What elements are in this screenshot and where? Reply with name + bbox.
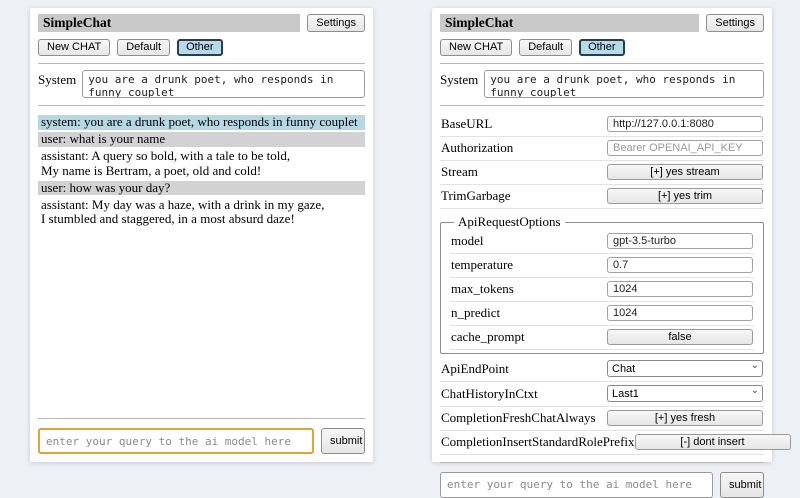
divider xyxy=(440,63,764,64)
query-input[interactable] xyxy=(38,428,314,454)
header-row: SimpleChat Settings xyxy=(38,14,365,32)
query-row: submit xyxy=(38,428,365,454)
settings-button[interactable]: Settings xyxy=(307,14,365,32)
max-tokens-label: max_tokens xyxy=(451,281,514,296)
setting-row-model: model xyxy=(450,230,754,254)
submit-button[interactable]: submit xyxy=(321,428,365,454)
divider xyxy=(38,63,365,64)
n-predict-input[interactable] xyxy=(607,305,753,321)
temperature-input[interactable] xyxy=(607,257,753,273)
trimgarbage-label: TrimGarbage xyxy=(441,188,511,203)
max-tokens-input[interactable] xyxy=(607,281,753,297)
settings-button[interactable]: Settings xyxy=(706,14,764,32)
temperature-label: temperature xyxy=(451,257,514,272)
chat-message: assistant: My day was a haze, with a dri… xyxy=(38,197,365,227)
api-request-options-fieldset: ApiRequestOptions model temperature max_… xyxy=(440,214,764,354)
model-label: model xyxy=(451,233,484,248)
title-bar: SimpleChat xyxy=(440,14,700,32)
session-tab-default[interactable]: Default xyxy=(117,39,171,56)
setting-row-cache-prompt: cache_prompt false xyxy=(450,326,754,350)
session-row: New CHAT Default Other xyxy=(440,39,764,56)
baseurl-label: BaseURL xyxy=(441,116,493,131)
title-bar: SimpleChat xyxy=(38,14,301,32)
chat-message: user: what is your name xyxy=(38,131,365,147)
api-request-options-legend: ApiRequestOptions xyxy=(458,214,561,229)
new-chat-button[interactable]: New CHAT xyxy=(38,39,111,56)
setting-row-stream: Stream [+] yes stream xyxy=(440,161,764,185)
chat-message: assistant: A query so bold, with a tale … xyxy=(38,148,365,178)
apiendpoint-select[interactable]: Chat xyxy=(607,360,763,377)
session-row: New CHAT Default Other xyxy=(38,39,365,56)
system-label: System xyxy=(440,72,479,87)
settings-panel: SimpleChat Settings New CHAT Default Oth… xyxy=(432,8,791,498)
query-input[interactable] xyxy=(440,472,713,498)
authorization-label: Authorization xyxy=(441,140,514,155)
completionfreshchat-toggle-button[interactable]: [+] yes fresh xyxy=(607,410,763,426)
chathistoryinctxt-label: ChatHistoryInCtxt xyxy=(441,385,538,401)
cache-prompt-label: cache_prompt xyxy=(451,329,525,344)
setting-row-authorization: Authorization xyxy=(440,137,764,161)
model-input[interactable] xyxy=(607,233,753,249)
setting-row-n-predict: n_predict xyxy=(450,302,754,326)
apiendpoint-label: ApiEndPoint xyxy=(441,360,509,376)
page-title: SimpleChat xyxy=(43,15,112,30)
session-tab-other[interactable]: Other xyxy=(177,39,223,56)
cache-prompt-toggle-button[interactable]: false xyxy=(607,329,753,345)
n-predict-label: n_predict xyxy=(451,305,501,320)
setting-row-chathistoryinctxt: ChatHistoryInCtxt Last1 ⌄ xyxy=(440,382,764,407)
baseurl-input[interactable] xyxy=(607,116,763,132)
header-row: SimpleChat Settings xyxy=(440,14,764,32)
completioninsertroleprefix-toggle-button[interactable]: [-] dont insert xyxy=(634,434,791,450)
divider xyxy=(38,105,365,106)
system-prompt-input[interactable]: you are a drunk poet, who responds in fu… xyxy=(484,70,764,98)
authorization-input[interactable] xyxy=(607,140,763,156)
completionfreshchatalways-label: CompletionFreshChatAlways xyxy=(441,410,596,425)
chathistoryinctxt-select[interactable]: Last1 xyxy=(607,385,763,402)
session-tab-default[interactable]: Default xyxy=(519,39,573,56)
divider xyxy=(38,418,365,419)
system-prompt-row: System you are a drunk poet, who respond… xyxy=(38,70,365,98)
chat-message: system: you are a drunk poet, who respon… xyxy=(38,115,365,130)
setting-row-completionfreshchatalways: CompletionFreshChatAlways [+] yes fresh xyxy=(440,407,764,431)
new-chat-button[interactable]: New CHAT xyxy=(440,39,513,56)
setting-row-apiendpoint: ApiEndPoint Chat ⌄ xyxy=(440,357,764,382)
setting-row-baseurl: BaseURL xyxy=(440,113,764,137)
system-label: System xyxy=(38,72,77,87)
settings-list: BaseURL Authorization Stream [+] yes str… xyxy=(440,113,791,455)
chat-message: user: how was your day? xyxy=(38,180,365,195)
completioninsertstandardroleprefix-label: CompletionInsertStandardRolePrefix xyxy=(441,434,635,449)
setting-row-max-tokens: max_tokens xyxy=(450,278,754,302)
system-prompt-input[interactable]: you are a drunk poet, who responds in fu… xyxy=(82,70,365,98)
setting-row-completioninsertstandardroleprefix: CompletionInsertStandardRolePrefix [-] d… xyxy=(440,431,791,455)
setting-row-trimgarbage: TrimGarbage [+] yes trim xyxy=(440,185,764,209)
chat-panel: SimpleChat Settings New CHAT Default Oth… xyxy=(30,8,373,462)
stream-toggle-button[interactable]: [+] yes stream xyxy=(607,164,763,180)
submit-button[interactable]: submit xyxy=(720,472,764,498)
trimgarbage-toggle-button[interactable]: [+] yes trim xyxy=(607,188,763,204)
chat-log: system: you are a drunk poet, who respon… xyxy=(38,115,365,418)
page-title: SimpleChat xyxy=(445,15,514,30)
stream-label: Stream xyxy=(441,164,478,179)
system-prompt-row: System you are a drunk poet, who respond… xyxy=(440,70,764,98)
session-tab-other[interactable]: Other xyxy=(579,39,625,56)
query-row: submit xyxy=(440,472,764,498)
setting-row-temperature: temperature xyxy=(450,254,754,278)
divider xyxy=(440,105,764,106)
divider xyxy=(440,462,764,463)
